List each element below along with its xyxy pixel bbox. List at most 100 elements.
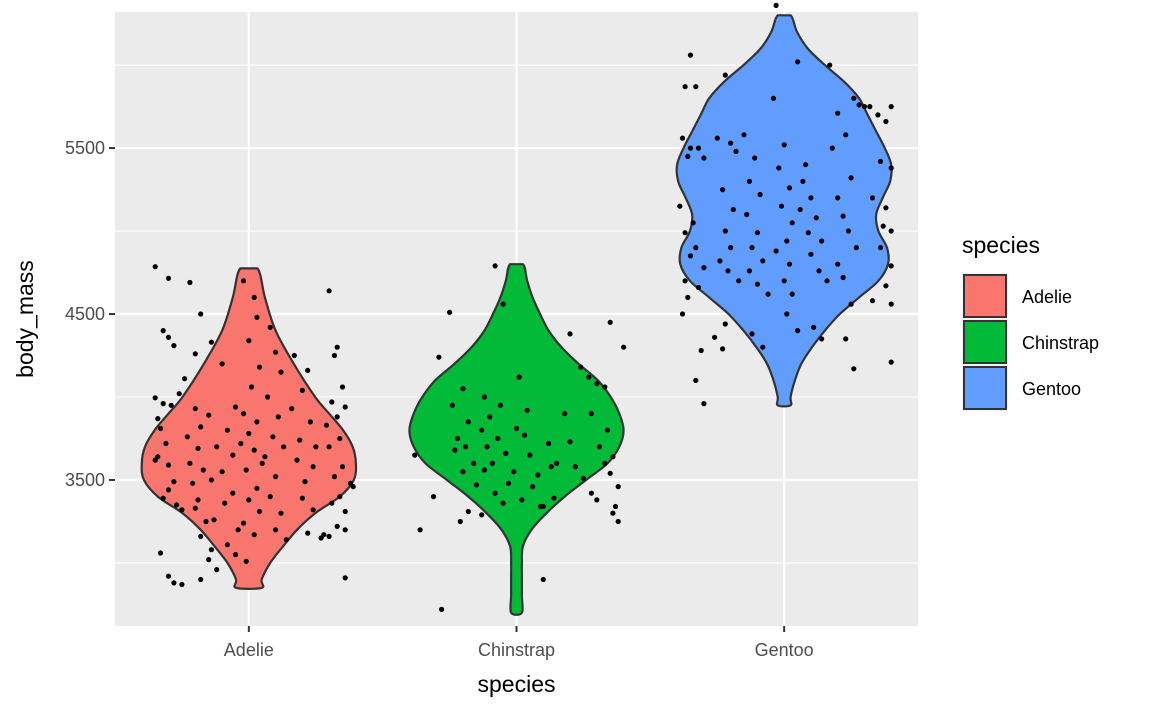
data-point-gentoo — [722, 72, 728, 78]
data-point-adelie — [350, 484, 356, 490]
data-point-gentoo — [760, 344, 766, 350]
data-point-adelie — [326, 444, 332, 450]
data-point-chinstrap — [492, 490, 498, 496]
data-point-gentoo — [687, 253, 694, 259]
data-point-adelie — [200, 467, 206, 473]
data-point-gentoo — [877, 245, 884, 251]
data-point-gentoo — [808, 251, 814, 257]
data-point-adelie — [273, 349, 279, 355]
x-axis-title: species — [478, 671, 556, 697]
data-point-chinstrap — [449, 402, 455, 408]
data-point-chinstrap — [527, 452, 533, 458]
data-point-gentoo — [789, 220, 795, 226]
data-point-gentoo — [845, 228, 852, 234]
data-point-adelie — [323, 422, 330, 428]
data-point-adelie — [163, 440, 169, 447]
data-point-chinstrap — [540, 576, 546, 583]
data-point-gentoo — [754, 281, 761, 287]
data-point-chinstrap — [460, 386, 466, 392]
data-point-adelie — [235, 527, 241, 533]
data-point-adelie — [152, 395, 158, 401]
data-point-gentoo — [682, 230, 688, 236]
data-point-adelie — [278, 510, 284, 516]
data-point-adelie — [224, 427, 230, 433]
data-point-adelie — [232, 404, 239, 410]
data-point-adelie — [262, 454, 268, 460]
data-point-gentoo — [685, 294, 691, 300]
data-point-chinstrap — [602, 460, 608, 466]
data-point-chinstrap — [612, 503, 619, 510]
data-point-adelie — [165, 573, 172, 579]
data-point-gentoo — [749, 331, 755, 337]
legend-label-adelie: Adelie — [1022, 287, 1072, 307]
data-point-gentoo — [786, 261, 793, 267]
data-point-chinstrap — [567, 439, 573, 445]
legend-keys: Adelie Chinstrap Gentoo — [962, 273, 1099, 411]
data-point-gentoo — [770, 95, 777, 101]
data-point-gentoo — [690, 220, 696, 226]
data-point-chinstrap — [535, 472, 541, 478]
data-point-gentoo — [781, 278, 787, 284]
data-point-chinstrap — [513, 425, 520, 432]
data-point-adelie — [334, 414, 340, 420]
data-point-chinstrap — [481, 467, 487, 473]
data-point-adelie — [160, 495, 166, 501]
data-point-gentoo — [728, 245, 734, 251]
data-point-chinstrap — [492, 263, 498, 269]
data-point-gentoo — [800, 178, 806, 184]
data-point-chinstrap — [554, 460, 560, 466]
data-point-adelie — [179, 507, 185, 513]
data-point-adelie — [273, 527, 279, 533]
data-point-adelie — [254, 419, 260, 425]
data-point-adelie — [243, 467, 249, 473]
x-tick-label: Adelie — [224, 640, 274, 660]
legend-swatch-adelie — [963, 274, 1007, 318]
data-point-adelie — [182, 376, 188, 382]
data-point-adelie — [254, 314, 260, 320]
data-point-adelie — [198, 424, 204, 430]
data-point-adelie — [299, 495, 305, 501]
data-point-chinstrap — [615, 484, 621, 490]
data-point-adelie — [342, 575, 348, 581]
data-point-gentoo — [875, 112, 881, 118]
data-point-adelie — [187, 279, 193, 286]
data-point-chinstrap — [484, 444, 490, 450]
data-point-chinstrap — [430, 494, 437, 500]
data-point-adelie — [289, 406, 295, 412]
data-point-chinstrap — [621, 344, 627, 350]
data-point-gentoo — [773, 248, 779, 254]
data-point-chinstrap — [457, 518, 463, 525]
data-point-chinstrap — [516, 374, 522, 380]
data-point-adelie — [342, 508, 348, 515]
data-point-adelie — [176, 391, 182, 397]
data-point-gentoo — [698, 347, 704, 354]
data-point-adelie — [206, 412, 212, 418]
data-point-chinstrap — [588, 411, 595, 417]
data-point-adelie — [165, 462, 172, 468]
data-point-adelie — [310, 507, 316, 513]
data-point-adelie — [165, 334, 172, 340]
data-point-adelie — [171, 580, 177, 586]
data-point-adelie — [211, 517, 217, 523]
data-point-adelie — [299, 387, 305, 393]
data-point-chinstrap — [471, 460, 477, 466]
y-axis-title: body_mass — [12, 260, 38, 378]
data-point-gentoo — [701, 155, 707, 161]
data-point-gentoo — [744, 211, 750, 218]
data-point-adelie — [190, 480, 196, 486]
data-point-chinstrap — [567, 331, 573, 337]
data-point-gentoo — [757, 191, 763, 198]
data-point-chinstrap — [610, 454, 616, 460]
data-point-chinstrap — [607, 470, 613, 476]
data-point-adelie — [187, 460, 193, 466]
data-point-gentoo — [682, 84, 688, 90]
data-point-gentoo — [728, 140, 734, 146]
data-point-adelie — [198, 576, 204, 583]
data-point-gentoo — [840, 274, 846, 281]
data-point-adelie — [339, 384, 346, 390]
data-point-chinstrap — [439, 606, 445, 613]
x-tick-label: Gentoo — [755, 640, 814, 660]
data-point-gentoo — [883, 205, 889, 211]
data-point-adelie — [195, 445, 201, 451]
